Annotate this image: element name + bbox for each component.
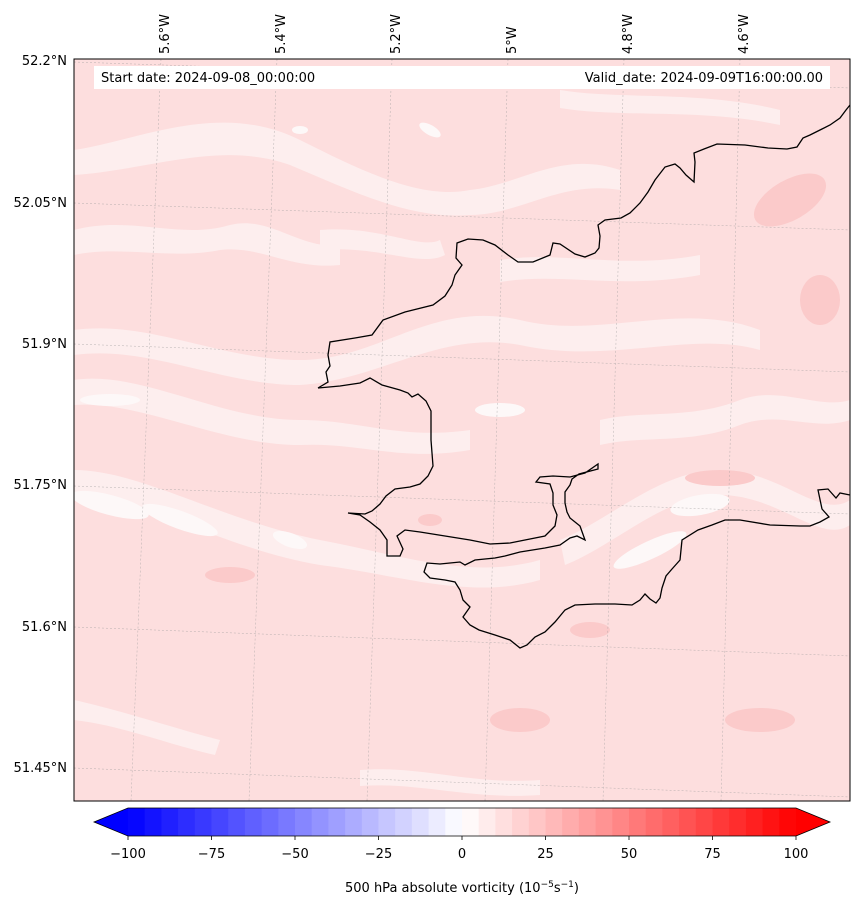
colorbar-cell: [278, 808, 296, 836]
colorbar-tick-label: 25: [537, 847, 554, 862]
colorbar-cell: [545, 808, 563, 836]
start-date-label: Start date: 2024-09-08_00:00:00: [101, 71, 315, 86]
colorbar-cell: [378, 808, 396, 836]
colorbar-tick-label: −75: [198, 847, 225, 862]
colorbar-cell: [161, 808, 179, 836]
colorbar-cell: [762, 808, 780, 836]
colorbar-cell: [361, 808, 380, 836]
info-band: [94, 66, 830, 89]
colorbar-cell: [745, 808, 764, 836]
colorbar-cell: [779, 808, 797, 836]
lat-label-52-05n: 52.05°N: [14, 196, 67, 211]
colorbar-cell: [595, 808, 613, 836]
colorbar-cell: [345, 808, 363, 836]
colorbar-cell: [662, 808, 680, 836]
colorbar-ticks: −100 −75 −50 −25 0 25 50 75 100: [110, 836, 808, 862]
vorticity-field-white-streaks: [74, 122, 730, 569]
colorbar-cell: [512, 808, 530, 836]
colorbar-tick-label: 100: [784, 847, 809, 862]
coastline: [317, 104, 850, 649]
colorbar-cell: [712, 808, 730, 836]
map-panel: Start date: 2024-09-08_00:00:00 Valid_da…: [74, 59, 850, 801]
colorbar-cell: [261, 808, 279, 836]
lon-label-4-6w: 4.6°W: [737, 14, 752, 54]
colorbar-cell: [578, 808, 597, 836]
coastline-peninsula: [317, 377, 850, 649]
colorbar-tick-label: −100: [110, 847, 146, 862]
colorbar-cell: [679, 808, 697, 836]
colorbar-cell: [211, 808, 229, 836]
colorbar-title: 500 hPa absolute vorticity (10−5s−1): [345, 880, 579, 896]
colorbar-cell: [495, 808, 513, 836]
colorbar-cell: [428, 808, 446, 836]
colorbar-cell: [144, 808, 162, 836]
colorbar: −100 −75 −50 −25 0 25 50 75 100 500 hPa absolute…: [92, 807, 832, 896]
colorbar-cell: [562, 808, 580, 836]
colorbar-cell: [612, 808, 630, 836]
valid-date-label: Valid_date: 2024-09-09T16:00:00.00: [585, 71, 823, 86]
latitude-labels: 52.2°N 52.05°N 51.9°N 51.75°N 51.6°N 51.…: [14, 54, 67, 776]
colorbar-cell: [695, 808, 714, 836]
lat-label-52-2n: 52.2°N: [22, 54, 67, 69]
colorbar-tick-label: −50: [281, 847, 308, 862]
colorbar-cell: [528, 808, 547, 836]
map-frame: [73, 58, 851, 802]
lat-label-51-9n: 51.9°N: [22, 337, 67, 352]
colorbar-tick-label: 75: [704, 847, 721, 862]
vorticity-field-background: [74, 59, 850, 801]
colorbar-cell: [128, 808, 146, 836]
colorbar-cell: [228, 808, 246, 836]
colorbar-cell: [729, 808, 747, 836]
colorbar-cell: [244, 808, 263, 836]
colorbar-extend-min: [94, 808, 128, 836]
lat-label-51-75n: 51.75°N: [14, 478, 67, 493]
lon-label-5-2w: 5.2°W: [389, 14, 404, 54]
colorbar-tick-label: 0: [458, 847, 466, 862]
colorbar-cell: [178, 808, 196, 836]
colorbar-extend-max: [796, 808, 830, 836]
lon-label-5-6w: 5.6°W: [158, 14, 173, 54]
lon-label-5w: 5°W: [505, 26, 520, 54]
longitude-labels: 5.6°W 5.4°W 5.2°W 5°W 4.8°W 4.6°W: [158, 14, 752, 54]
vorticity-field-light-bands: [74, 90, 850, 796]
lon-label-5-4w: 5.4°W: [274, 14, 289, 54]
colorbar-cell: [645, 808, 663, 836]
colorbar-cell: [629, 808, 647, 836]
colorbar-cell: [311, 808, 329, 836]
vorticity-field-strong-patches: [205, 173, 840, 732]
colorbar-cell: [328, 808, 346, 836]
colorbar-cell: [194, 808, 213, 836]
colorbar-cell: [445, 808, 463, 836]
lat-label-51-45n: 51.45°N: [14, 761, 67, 776]
colorbar-cell: [411, 808, 430, 836]
colorbar-cells: [128, 808, 797, 836]
lat-label-51-6n: 51.6°N: [22, 620, 67, 635]
colorbar-cell: [478, 808, 496, 836]
coastline-north: [317, 104, 850, 389]
colorbar-cell: [295, 808, 313, 836]
colorbar-cell: [462, 808, 480, 836]
colorbar-tick-label: 50: [621, 847, 638, 862]
colorbar-tick-label: −25: [365, 847, 392, 862]
colorbar-cell: [395, 808, 413, 836]
lon-label-4-8w: 4.8°W: [621, 14, 636, 54]
